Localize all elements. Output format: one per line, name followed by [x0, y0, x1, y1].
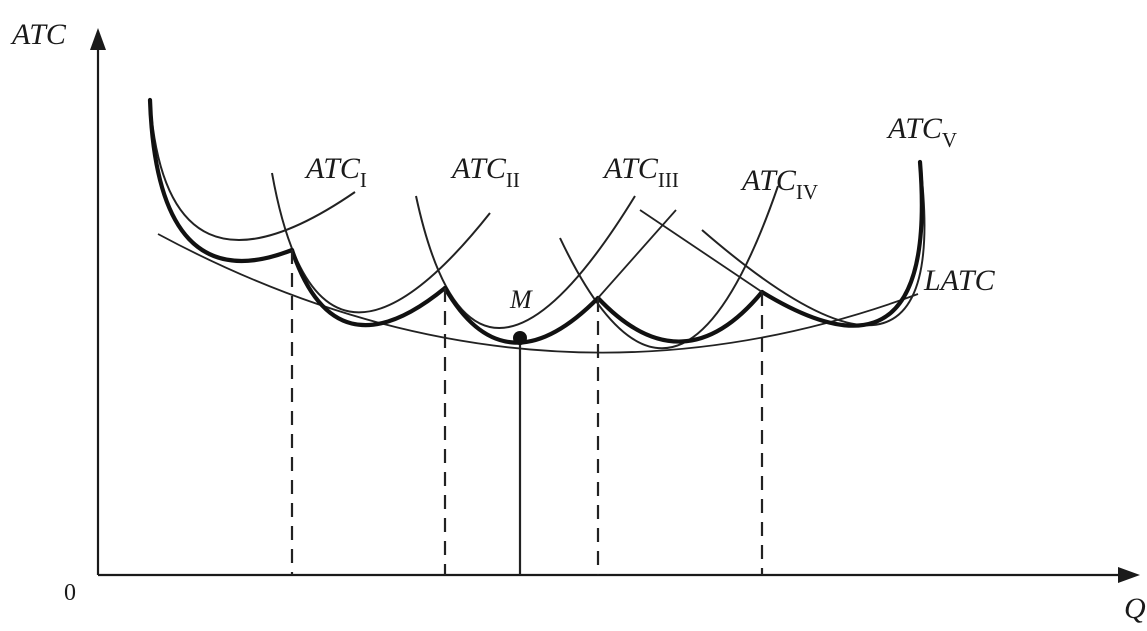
y-axis-arrow — [90, 28, 106, 50]
atc-3-label: ATCIII — [602, 152, 679, 192]
atc-2-effective — [289, 247, 448, 328]
atc-4-curve — [559, 185, 779, 350]
atc-1-curve — [149, 99, 356, 241]
atc-1-label-main: ATC — [304, 152, 361, 185]
atc-2-label: ATCII — [450, 152, 520, 192]
atc-5-label: ATCV — [886, 112, 957, 152]
atc-3-label-sub: III — [658, 168, 679, 192]
atc-1-effective — [147, 97, 295, 264]
atc-4-label-main: ATC — [740, 164, 797, 197]
drop-lines — [290, 250, 764, 575]
atc-3-curve — [415, 195, 636, 329]
atc-5-label-sub: V — [942, 128, 957, 152]
atc-2-label-sub: II — [506, 168, 520, 192]
point-m — [513, 331, 527, 345]
atc-3-leader — [597, 209, 677, 299]
point-m-label: M — [509, 285, 533, 314]
x-axis-arrow — [1118, 567, 1140, 583]
effective-segments — [147, 97, 924, 345]
atc-1-label-sub: I — [360, 168, 367, 192]
atc-4-leader — [639, 209, 763, 293]
atc-2-label-main: ATC — [450, 152, 507, 185]
x-axis-label: Q — [1124, 592, 1146, 625]
atc-1-label: ATCI — [304, 152, 367, 192]
axes — [90, 28, 1140, 583]
atc-5-curve — [701, 161, 926, 327]
atc-4-label: ATCIV — [740, 164, 818, 204]
latc-label: LATC — [923, 264, 996, 297]
short-run-curves — [149, 99, 926, 350]
atc-2-curve — [271, 172, 491, 314]
atc-5-label-main: ATC — [886, 112, 943, 145]
atc-3-effective — [442, 285, 601, 345]
latc-curve — [157, 233, 919, 354]
atc-4-label-sub: IV — [796, 180, 818, 204]
origin-label: 0 — [64, 580, 76, 606]
y-axis-label: ATC — [10, 18, 67, 51]
atc-4-effective — [595, 289, 765, 344]
atc-5-effective — [759, 159, 924, 328]
atc-3-label-main: ATC — [602, 152, 659, 185]
